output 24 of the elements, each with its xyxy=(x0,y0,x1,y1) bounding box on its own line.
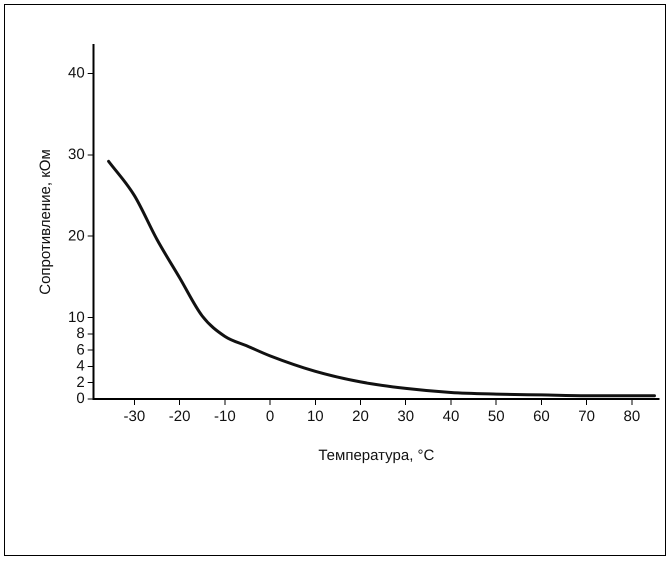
x-tick-label: -20 xyxy=(168,408,190,426)
x-tick-label: 40 xyxy=(442,408,460,426)
x-axis-title: Температура, °C xyxy=(318,447,435,464)
x-tick-label: 30 xyxy=(397,408,414,426)
x-tick-label: 80 xyxy=(624,408,640,426)
y-tick-label: 20 xyxy=(68,227,85,244)
y-tick-label: 4 xyxy=(76,358,85,375)
x-tick-label: 60 xyxy=(533,408,550,426)
x-tick-label: 10 xyxy=(306,408,324,426)
x-tick-label: -30 xyxy=(124,408,146,426)
y-tick-label: 6 xyxy=(76,341,85,358)
x-tick-label: 70 xyxy=(578,408,595,426)
line-series xyxy=(107,160,656,398)
y-axis-title: Сопротивление, кОм xyxy=(37,149,54,295)
y-tick-label: 0 xyxy=(76,390,85,408)
x-tick-label: 20 xyxy=(352,408,369,426)
x-tick-label: -10 xyxy=(214,408,236,426)
x-tick-label: 50 xyxy=(488,408,505,426)
x-tick-label: 0 xyxy=(266,408,274,426)
y-tick-label: 30 xyxy=(68,146,85,164)
y-tick-label: 40 xyxy=(68,64,85,82)
y-tick-label: 10 xyxy=(68,308,85,326)
y-tick-label: 2 xyxy=(76,374,85,391)
y-tick-label: 8 xyxy=(76,325,85,342)
